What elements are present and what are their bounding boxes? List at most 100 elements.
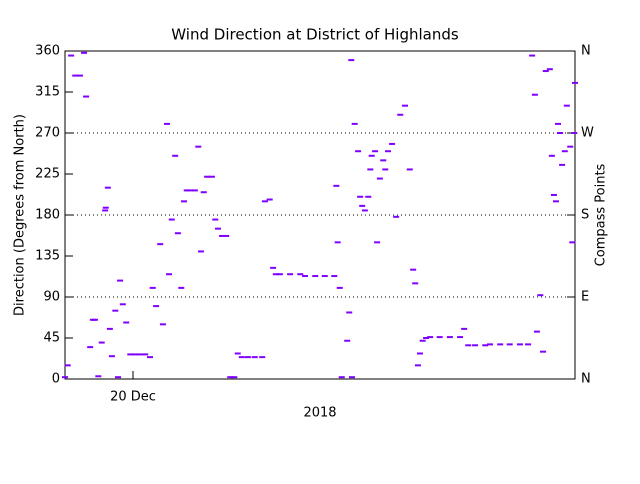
y-tick-label: 315 xyxy=(35,85,60,100)
data-point xyxy=(482,344,489,347)
data-point xyxy=(497,343,504,346)
data-point xyxy=(72,74,79,77)
data-point xyxy=(506,343,513,346)
y2-tick-label: N xyxy=(581,372,591,387)
data-point xyxy=(149,286,156,289)
data-point xyxy=(119,303,126,306)
data-point xyxy=(348,376,355,379)
y-tick-label: 180 xyxy=(35,208,60,223)
chart-title: Wind Direction at District of Highlands xyxy=(171,26,459,44)
data-point xyxy=(104,186,111,189)
data-point xyxy=(132,353,139,356)
data-point xyxy=(385,150,391,153)
data-point xyxy=(231,376,238,379)
data-point xyxy=(204,175,211,178)
x-tick-label: 20 Dec xyxy=(110,390,156,405)
data-point xyxy=(365,195,372,198)
data-point xyxy=(525,343,532,346)
y2-tick-label: S xyxy=(581,208,589,223)
data-point xyxy=(159,323,166,326)
data-point xyxy=(200,191,207,194)
data-point xyxy=(136,353,143,356)
data-point xyxy=(106,327,113,330)
data-point xyxy=(321,275,328,278)
data-point xyxy=(374,241,381,244)
data-point xyxy=(187,189,194,192)
y2-tick-label: W xyxy=(581,126,594,141)
data-point xyxy=(355,150,362,153)
data-point xyxy=(98,341,105,344)
data-point xyxy=(219,234,226,237)
data-point xyxy=(389,142,396,145)
data-point xyxy=(559,163,566,166)
data-point xyxy=(244,356,251,359)
data-point xyxy=(338,376,345,379)
data-point xyxy=(95,375,102,378)
data-point xyxy=(108,355,115,358)
data-point xyxy=(457,336,464,339)
data-point xyxy=(123,321,130,324)
data-point xyxy=(561,150,568,153)
data-point xyxy=(344,339,351,342)
data-point xyxy=(531,93,538,96)
data-point xyxy=(414,364,421,367)
data-point xyxy=(533,330,540,333)
data-point xyxy=(212,218,219,221)
data-point xyxy=(91,318,98,321)
x-axis-label: 2018 xyxy=(303,406,336,421)
data-point xyxy=(195,145,202,148)
y-tick-label: 360 xyxy=(35,44,60,59)
y-tick-label: 0 xyxy=(52,372,60,387)
data-point xyxy=(164,122,170,125)
data-point xyxy=(234,352,241,355)
data-point xyxy=(361,209,368,212)
data-point xyxy=(174,232,181,235)
data-point xyxy=(563,104,570,107)
data-point xyxy=(410,268,417,271)
y2-tick-label: N xyxy=(581,44,591,59)
data-point xyxy=(446,336,453,339)
y-tick-label: 135 xyxy=(35,249,60,264)
data-point xyxy=(168,218,175,221)
data-point xyxy=(402,104,408,107)
data-point xyxy=(346,311,353,314)
data-point xyxy=(68,54,75,57)
y-tick-label: 225 xyxy=(35,167,60,182)
data-point xyxy=(272,273,279,276)
data-point xyxy=(550,193,557,196)
data-point xyxy=(117,279,124,282)
data-point xyxy=(397,113,404,116)
data-point xyxy=(287,273,294,276)
data-point xyxy=(516,343,523,346)
y-axis-label: Direction (Degrees from North) xyxy=(13,114,28,316)
data-point xyxy=(166,273,173,276)
data-point xyxy=(270,266,277,269)
y2-axis-label: Compass Points xyxy=(594,163,609,266)
data-point xyxy=(178,286,185,289)
data-point xyxy=(115,376,122,379)
data-point xyxy=(540,350,547,353)
data-point xyxy=(208,175,215,178)
data-point xyxy=(215,227,221,230)
data-point xyxy=(127,353,134,356)
y-tick-label: 45 xyxy=(43,331,60,346)
data-point xyxy=(348,59,355,62)
data-point xyxy=(380,159,387,162)
data-point xyxy=(261,200,268,203)
data-point xyxy=(64,364,71,367)
data-point xyxy=(302,275,309,278)
data-point xyxy=(191,189,198,192)
data-point xyxy=(336,286,343,289)
data-point xyxy=(157,243,164,246)
data-point xyxy=(172,154,179,157)
data-point xyxy=(351,122,358,125)
data-point xyxy=(393,215,400,218)
data-point xyxy=(406,168,413,171)
data-point xyxy=(537,294,544,297)
data-point xyxy=(227,376,234,379)
data-point xyxy=(472,344,479,347)
data-point xyxy=(569,241,576,244)
data-point xyxy=(572,81,578,84)
